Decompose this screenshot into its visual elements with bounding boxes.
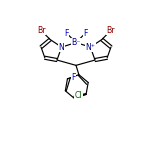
Text: F: F bbox=[65, 29, 69, 38]
Text: Br: Br bbox=[37, 26, 45, 35]
Text: N: N bbox=[59, 43, 64, 52]
Text: F: F bbox=[72, 73, 76, 82]
Text: Br: Br bbox=[107, 26, 115, 35]
Text: Cl: Cl bbox=[75, 91, 82, 100]
Text: N⁺: N⁺ bbox=[86, 43, 95, 52]
Text: F: F bbox=[83, 29, 87, 38]
Text: B⁻: B⁻ bbox=[71, 38, 81, 47]
